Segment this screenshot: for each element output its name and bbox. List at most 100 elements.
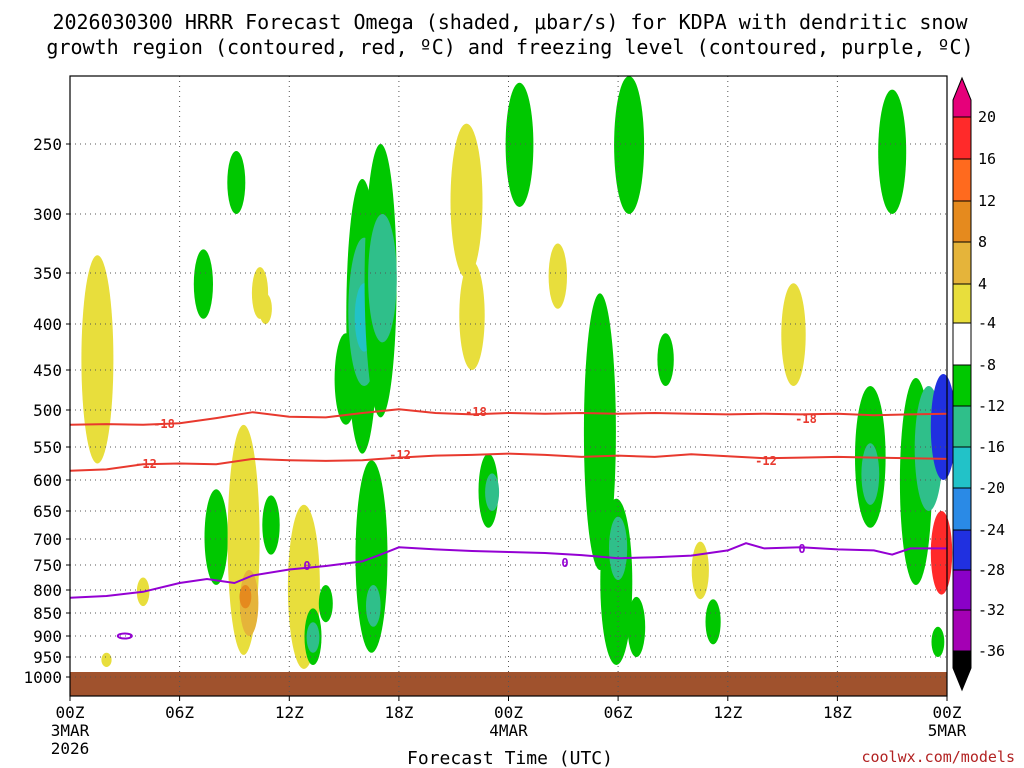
colorbar-label-minus8: -8 <box>978 356 996 374</box>
colorbar-label-minus16: -16 <box>978 438 1005 456</box>
contour-label-zero-c: 0 <box>798 542 805 556</box>
contour-lines-layer <box>69 408 948 640</box>
x-tick-label-8: 00Z <box>933 703 962 722</box>
colorbar-label-minus20: -20 <box>978 479 1005 497</box>
y-tick-label-900: 900 <box>33 627 62 646</box>
colorbar-label-8: 8 <box>978 233 987 251</box>
colorbar-label-minus12: -12 <box>978 397 1005 415</box>
x-tick-label-4: 00Z <box>494 703 523 722</box>
chart-title-line-1: 2026030300 HRRR Forecast Omega (shaded, … <box>52 10 968 34</box>
x-date-label-4mar: 4MAR <box>489 721 528 740</box>
omega-blob-16 <box>318 585 333 623</box>
omega-blob-30 <box>548 243 567 309</box>
y-tick-label-550: 550 <box>33 438 62 457</box>
colorbar-segment-11 <box>952 529 972 571</box>
contour-0c-freezing-level <box>69 542 947 599</box>
y-tick-label-300: 300 <box>33 205 62 224</box>
y-tick-label-800: 800 <box>33 581 62 600</box>
grid-lines <box>70 76 947 696</box>
omega-blob-9 <box>227 151 246 214</box>
colorbar-legend: 20 16 12 8 4 -4 -8 -12 -16 -20 -24 -28 -32 -36 <box>952 76 1005 692</box>
y-axis: 250 300 350 400 450 500 550 600 650 700 750 800 850 9… <box>23 135 70 687</box>
omega-blob-45 <box>930 374 956 480</box>
y-tick-label-700: 700 <box>33 530 62 549</box>
x-tick-label-1: 06Z <box>165 703 194 722</box>
chart-title-line-2: growth region (contoured, red, ºC) and f… <box>46 35 973 59</box>
colorbar-label-16: 16 <box>978 150 996 168</box>
omega-blob-41 <box>861 443 880 505</box>
contour-label-minus12-a: -12 <box>135 457 157 471</box>
contour-label-minus18-c: -18 <box>795 412 817 426</box>
omega-blob-29 <box>505 82 534 207</box>
omega-blob-36 <box>657 333 674 386</box>
colorbar-label-12: 12 <box>978 192 996 210</box>
contour-12c-dendritic-bottom <box>69 452 948 472</box>
terrain-below-ground <box>70 672 947 696</box>
omega-blob-1 <box>81 255 114 464</box>
colorbar-label-minus28: -28 <box>978 561 1005 579</box>
x-date-label-5mar: 5MAR <box>928 721 967 740</box>
credit-text: coolwx.com/models <box>861 748 1015 766</box>
y-tick-label-350: 350 <box>33 264 62 283</box>
colorbar-label-minus32: -32 <box>978 601 1005 619</box>
contour-18c-dendritic-top <box>69 408 948 426</box>
colorbar-label-minus24: -24 <box>978 521 1005 539</box>
omega-blob-38 <box>705 599 721 645</box>
omega-blob-47 <box>931 626 945 658</box>
omega-blob-8 <box>239 585 252 609</box>
colorbar-label-4: 4 <box>978 275 987 293</box>
x-tick-label-2: 12Z <box>275 703 304 722</box>
colorbar-segment-6 <box>952 322 972 366</box>
y-tick-label-1000: 1000 <box>23 668 62 687</box>
omega-blob-2 <box>101 652 112 668</box>
omega-blob-4 <box>193 249 213 319</box>
y-tick-label-600: 600 <box>33 471 62 490</box>
omega-blob-28 <box>485 473 500 512</box>
omega-blob-39 <box>781 283 806 386</box>
x-year-label: 2026 <box>51 739 90 758</box>
colorbar-segment-7 <box>952 364 972 407</box>
omega-blob-35 <box>627 596 646 658</box>
colorbar-segment-9 <box>952 446 972 489</box>
omega-blob-15 <box>306 622 320 653</box>
colorbar-label-20: 20 <box>978 108 996 126</box>
x-tick-label-7: 18Z <box>823 703 852 722</box>
colorbar-label-minus36: -36 <box>978 642 1005 660</box>
y-tick-label-650: 650 <box>33 502 62 521</box>
contour-label-minus18-b: -18 <box>465 405 487 419</box>
y-tick-label-850: 850 <box>33 604 62 623</box>
x-axis-title: Forecast Time (UTC) <box>407 748 613 768</box>
contour-label-zero-b: 0 <box>561 556 568 570</box>
x-tick-label-0: 00Z <box>56 703 85 722</box>
x-date-label-3mar: 3MAR <box>51 721 90 740</box>
omega-shading-layer <box>81 76 956 669</box>
x-tick-label-3: 18Z <box>384 703 413 722</box>
omega-blob-42 <box>878 89 907 214</box>
y-tick-label-450: 450 <box>33 361 62 380</box>
omega-blob-26 <box>459 261 485 370</box>
colorbar-label-minus4: -4 <box>978 314 996 332</box>
omega-blob-46 <box>930 511 953 595</box>
colorbar-segment-2 <box>952 158 972 202</box>
y-tick-label-250: 250 <box>33 135 62 154</box>
contour-label-minus12-b: -12 <box>389 448 411 462</box>
contour-label-zero-a: 0 <box>303 559 310 573</box>
contour-label-minus12-c: -12 <box>755 454 777 468</box>
colorbar-segment-5 <box>952 283 972 324</box>
omega-blob-22 <box>368 214 397 343</box>
colorbar-bottom-arrow <box>952 650 972 692</box>
colorbar-segment-8 <box>952 405 972 448</box>
contour-label-minus18-a: -18 <box>153 417 175 431</box>
omega-blob-31 <box>583 293 616 570</box>
x-tick-label-6: 12Z <box>713 703 742 722</box>
omega-blob-33 <box>609 516 628 580</box>
omega-blob-5 <box>204 489 228 585</box>
omega-blob-34 <box>614 76 645 214</box>
y-tick-label-400: 400 <box>33 315 62 334</box>
colorbar-segment-10 <box>952 487 972 531</box>
contour-zero-small-loop <box>116 632 133 640</box>
y-tick-label-750: 750 <box>33 556 62 575</box>
colorbar-segment-1 <box>952 116 972 160</box>
